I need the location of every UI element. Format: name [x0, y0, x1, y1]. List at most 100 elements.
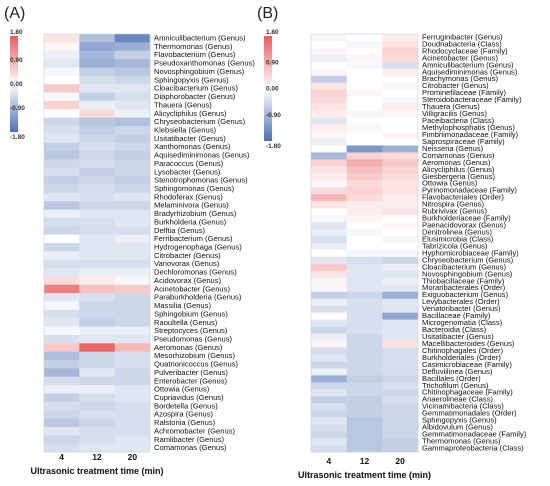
- heatmap-cell-b: [346, 236, 383, 244]
- row-label-b: Chitinophagaceae (Family): [422, 388, 513, 397]
- row-label-a: Ferribacterium (Genus): [154, 234, 233, 243]
- heatmap-cell-a: [79, 192, 115, 202]
- heatmap-cell-b: [382, 138, 419, 146]
- heatmap-cell-b: [382, 354, 419, 362]
- heatmap-cell-b: [346, 417, 383, 425]
- row-label-a: Burkholderia (Genus): [154, 217, 227, 226]
- heatmap-cell-a: [44, 368, 80, 378]
- heatmap-cell-a: [44, 117, 80, 127]
- heatmap-cell-a: [79, 393, 115, 403]
- heatmap-cell-b: [382, 152, 419, 160]
- heatmap-cell-b: [346, 284, 383, 293]
- row-label-b: Casimicrobiaceae (Family): [422, 360, 512, 369]
- heatmap-cell-b: [382, 103, 419, 111]
- row-label-b: Rubrivivax (Genus): [422, 207, 487, 216]
- heatmap-cell-b: [346, 180, 383, 188]
- row-label-a: Rhodoferax (Genus): [154, 192, 223, 201]
- heatmap-cell-a: [44, 167, 80, 177]
- heatmap-cell-a: [79, 343, 115, 352]
- heatmap-cell-b: [311, 54, 347, 63]
- heatmap-cell-b: [311, 152, 347, 160]
- legend-tick-a: 0.90: [10, 57, 23, 64]
- row-label-a: Ralstonia (Genus): [154, 418, 216, 427]
- heatmap-cell-a: [79, 401, 115, 411]
- row-label-a: Quatrionicoccus (Genus): [154, 360, 238, 369]
- heatmap-cell-a: [114, 426, 151, 436]
- row-label-b: Rhodocyclaceae (Family): [422, 46, 508, 55]
- heatmap-cell-b: [382, 445, 419, 453]
- row-label-b: Alicycliphilus (Genus): [422, 165, 495, 174]
- heatmap-cell-b: [311, 173, 347, 181]
- column-label-b: 4: [326, 456, 331, 466]
- heatmap-cell-b: [311, 89, 347, 97]
- heatmap-cell-b: [346, 222, 383, 230]
- row-label-a: Alicycliphilus (Genus): [154, 109, 227, 118]
- row-label-a: Usitatibacter (Genus): [154, 134, 226, 143]
- heatmap-cell-b: [311, 298, 347, 306]
- heatmap-cell-b: [346, 138, 383, 146]
- row-label-b: Chryseobacterium (Genus): [422, 255, 514, 264]
- heatmap-cell-b: [346, 333, 383, 341]
- heatmap-cell-a: [114, 351, 151, 361]
- heatmap-cell-a: [114, 443, 151, 453]
- row-label-b: Cloacibacterium (Genus): [422, 262, 506, 271]
- heatmap-cell-a: [79, 34, 115, 43]
- row-label-a: Thauera (Genus): [154, 100, 212, 109]
- heatmap-cell-a: [79, 217, 115, 227]
- row-label-b: Amniculibacterium (Genus): [422, 60, 514, 69]
- heatmap-cell-a: [114, 117, 151, 127]
- heatmap-cell-b: [311, 291, 347, 300]
- heatmap-cell-a: [79, 117, 115, 127]
- row-label-a: Delftia (Genus): [154, 226, 206, 235]
- heatmap-cell-a: [44, 176, 80, 185]
- heatmap-cell-a: [114, 293, 151, 302]
- heatmap-cell-a: [79, 209, 115, 219]
- heatmap-cell-b: [311, 270, 347, 279]
- heatmap-cell-b: [382, 417, 419, 425]
- heatmap-cell-b: [346, 403, 383, 411]
- heatmap-cell-a: [44, 376, 80, 386]
- heatmap-cell-a: [79, 159, 115, 169]
- row-label-a: Variovorax (Genus): [154, 259, 220, 268]
- legend-bar-a: [10, 36, 18, 132]
- heatmap-cell-a: [79, 184, 115, 194]
- heatmap-cell-a: [114, 276, 151, 286]
- heatmap-cell-b: [346, 75, 383, 84]
- heatmap-cell-b: [346, 152, 383, 160]
- heatmap-cell-a: [44, 309, 80, 319]
- heatmap-cell-b: [311, 389, 347, 397]
- row-label-b: Saprospiraceae (Family): [422, 137, 505, 146]
- heatmap-cell-b: [346, 326, 383, 334]
- heatmap-cell-a: [79, 251, 115, 261]
- heatmap-cell-a: [44, 435, 80, 444]
- heatmap-cell-b: [311, 417, 347, 425]
- heatmap-cell-a: [114, 125, 151, 135]
- row-label-a: Cloacibacterium (Genus): [154, 84, 238, 93]
- heatmap-cell-b: [346, 40, 383, 49]
- heatmap-cell-b: [311, 138, 347, 146]
- heatmap-cell-b: [382, 40, 419, 49]
- heatmap-cell-b: [346, 431, 383, 439]
- row-label-b: Gemmatimonadales (Order): [422, 409, 517, 418]
- heatmap-cell-a: [114, 251, 151, 261]
- heatmap-cell-b: [382, 47, 419, 56]
- heatmap-cell-a: [44, 293, 80, 302]
- column-label-a: 4: [59, 452, 64, 462]
- heatmap-cell-a: [114, 92, 151, 102]
- heatmap-cell-a: [44, 360, 80, 369]
- heatmap-cell-a: [44, 100, 80, 110]
- heatmap-cell-a: [44, 334, 80, 344]
- heatmap-cell-b: [346, 249, 383, 258]
- row-label-b: Ferruginibacter (Genus): [422, 32, 503, 41]
- heatmap-cell-b: [346, 96, 383, 104]
- heatmap-cell-a: [44, 301, 80, 311]
- heatmap-cell-a: [114, 343, 151, 352]
- heatmap-cell-b: [311, 410, 347, 418]
- heatmap-cell-b: [311, 82, 347, 91]
- heatmap-cell-a: [79, 151, 115, 160]
- heatmap-cell-a: [79, 243, 115, 252]
- heatmap-cell-b: [382, 431, 419, 439]
- heatmap-cell-a: [79, 109, 115, 118]
- heatmap-cell-a: [79, 284, 115, 294]
- heatmap-cell-a: [44, 243, 80, 252]
